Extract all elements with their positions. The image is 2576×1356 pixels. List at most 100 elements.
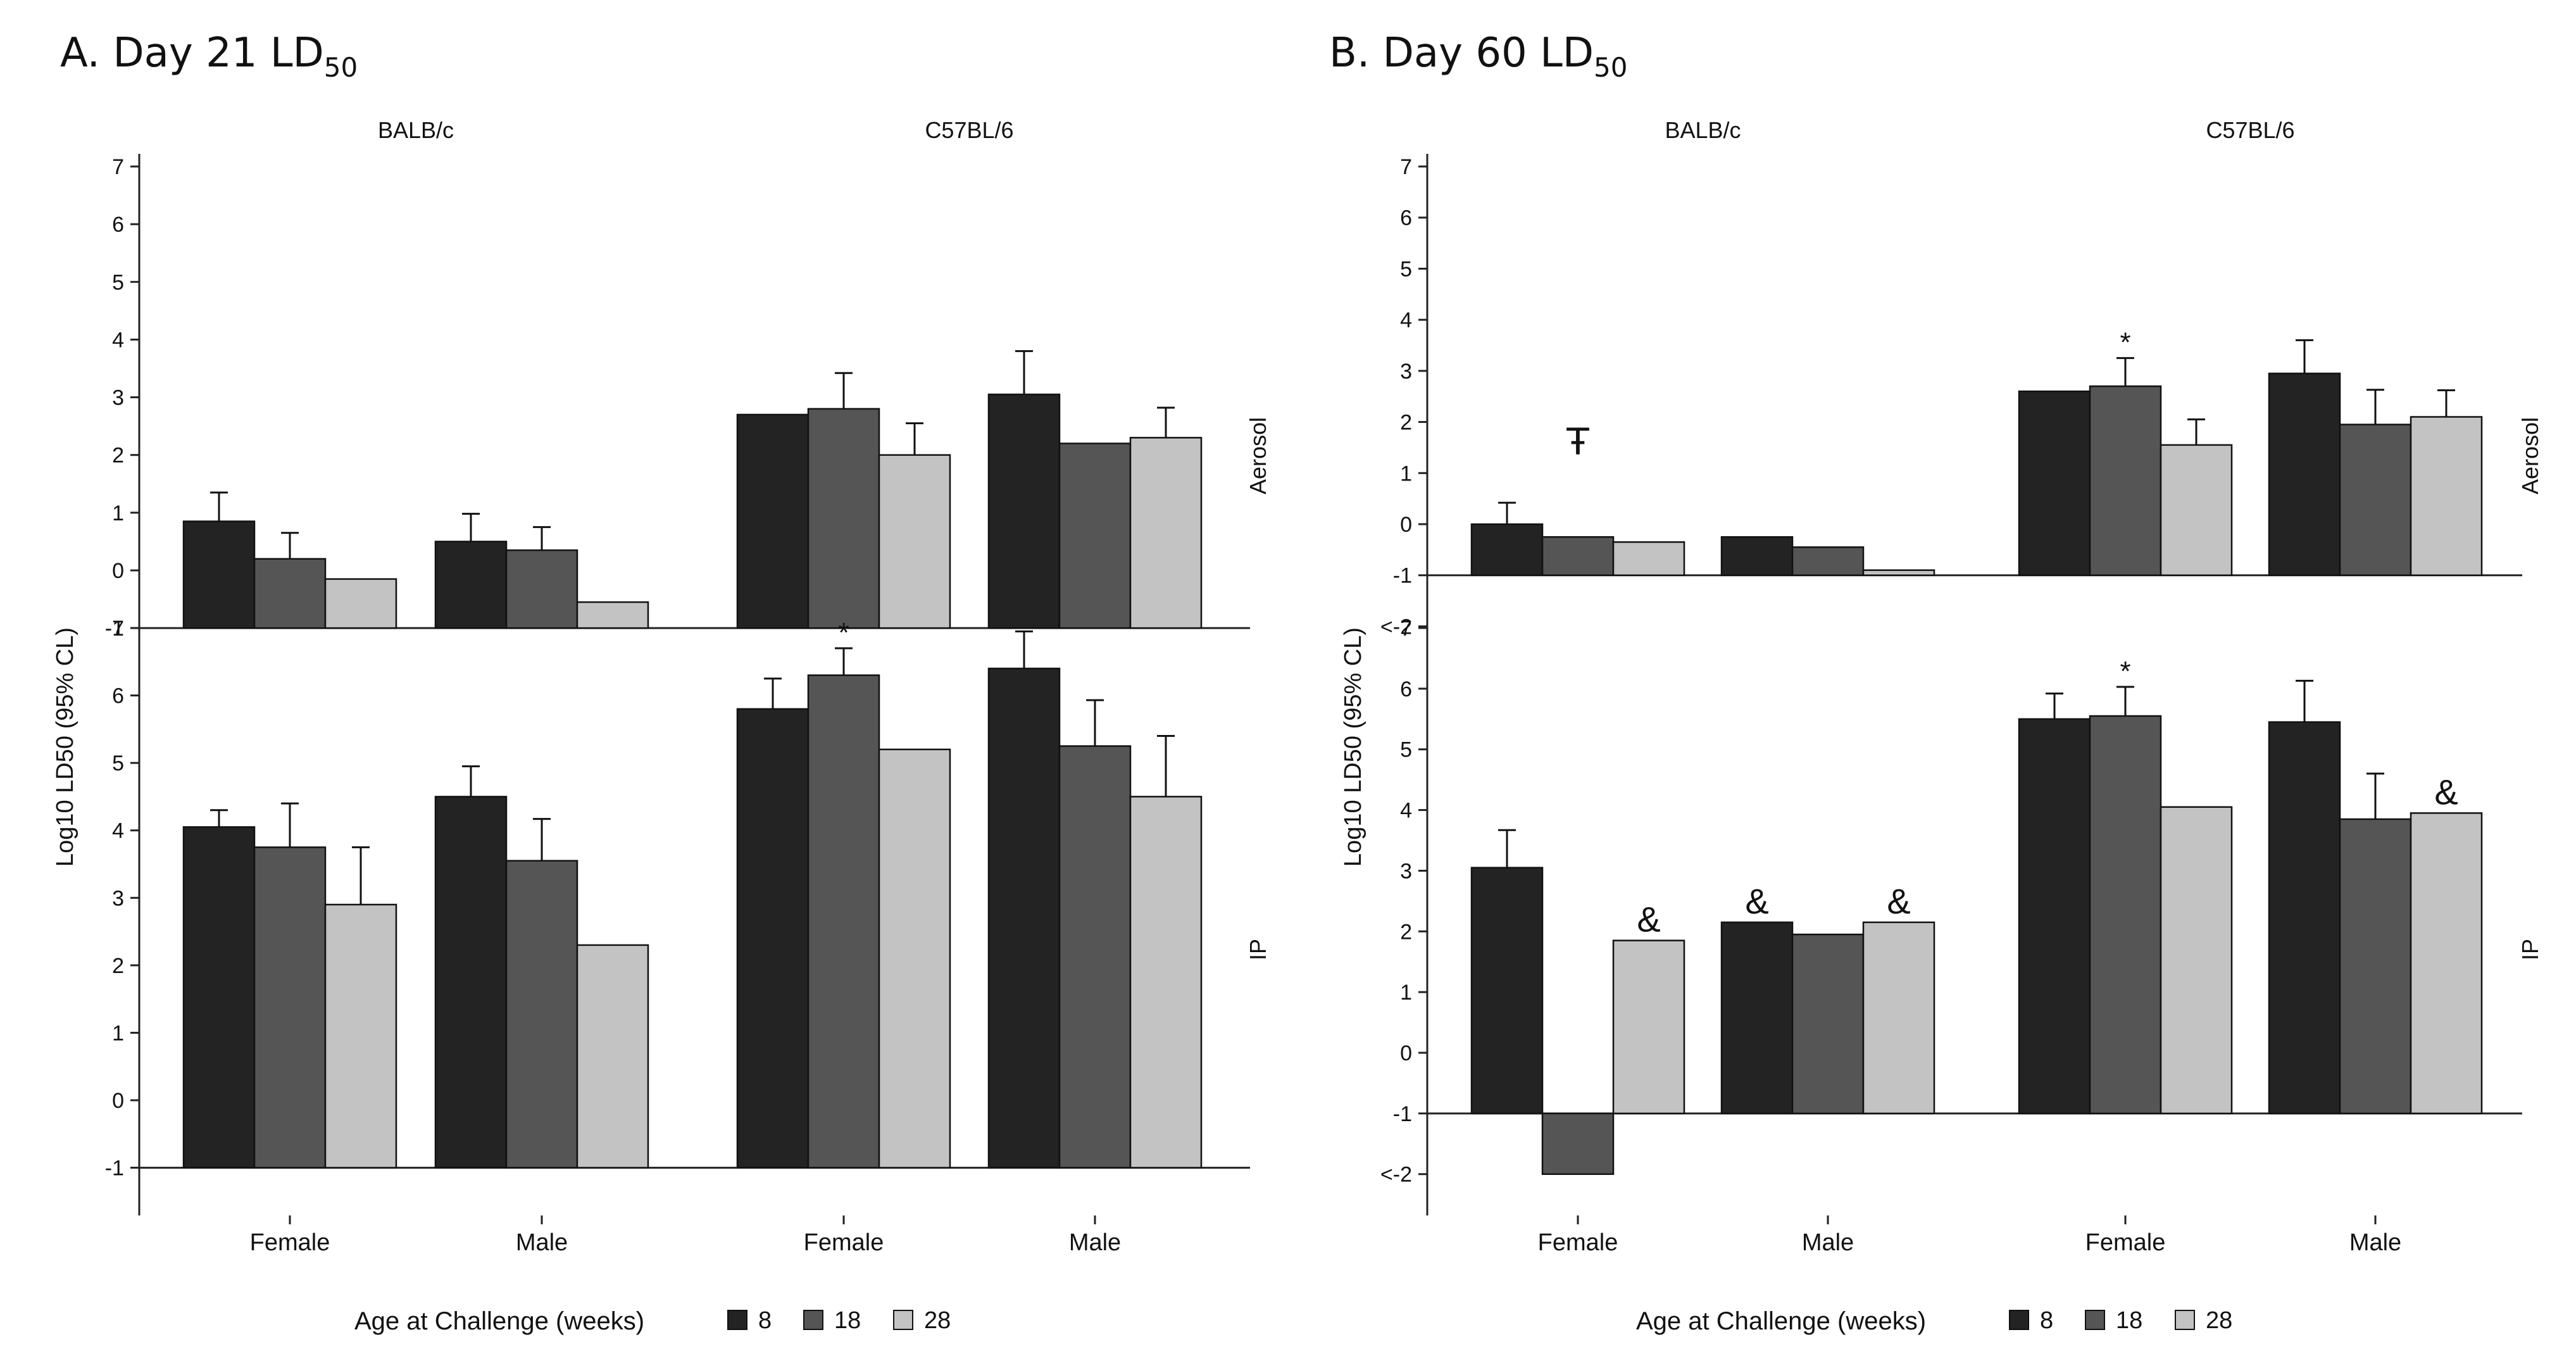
panel-b-y-axis-label: Log10 LD50 (95% CL) — [1340, 627, 1366, 867]
panel-a-legend-title: Age at Challenge (weeks) — [354, 1307, 644, 1335]
panel-a-legend-label: 28 — [924, 1307, 951, 1334]
panel-b-legend-swatch — [2009, 1310, 2029, 1330]
panel-b-strain-label: BALB/c — [1665, 117, 1741, 143]
panel-b-aerosol-bar-c57bl6-male-28wk — [2410, 416, 2483, 576]
panel-b-aerosol-tick-label: 1 — [1400, 461, 1412, 486]
panel-a-ip-tick-label: 4 — [112, 819, 124, 843]
panel-a-x-tick-label: Female — [250, 1229, 330, 1256]
panel-a-x-tick-label: Female — [804, 1229, 884, 1256]
panel-a-aerosol-bar-c57bl6-female-8wk — [736, 413, 810, 629]
panel-a-ip-bar-c57bl6-male-28wk — [1129, 796, 1203, 1169]
panel-a-ip-tick-label: -1 — [105, 1157, 124, 1181]
panel-a-ip-bar-c57bl6-female-28wk — [878, 748, 951, 1169]
panel-a-aerosol-route-label: Aerosol — [1245, 417, 1271, 494]
panel-b-x-tick-label: Male — [1802, 1229, 1854, 1256]
panel-b-aerosol-tick-label: 4 — [1400, 308, 1412, 332]
panel-b-aerosol-tick-label: 7 — [1400, 155, 1412, 179]
panel-b-title: B. Day 60 LD50 — [1329, 30, 1627, 83]
panel-b-ip-bar-balbc-female-28wk — [1612, 939, 1685, 1115]
panel-a-aerosol-tick-label: 0 — [112, 559, 124, 583]
panel-a-aerosol-tick-label: 6 — [112, 213, 124, 237]
panel-b-aerosol-tick-label: 5 — [1400, 257, 1412, 281]
panel-b-aerosol-route-label: Aerosol — [2517, 417, 2543, 494]
panel-a-ip-bar-balbc-male-28wk — [576, 944, 649, 1169]
panel-a-aerosol-bar-c57bl6-female-28wk — [878, 454, 951, 629]
panel-b-ip-bar-c57bl6-male-18wk — [2339, 818, 2412, 1115]
panel-a-ip-annotation: * — [838, 617, 849, 648]
panel-b-aerosol-bar-c57bl6-female-18wk — [2089, 385, 2162, 576]
panel-b-aerosol-annotation: * — [2120, 327, 2130, 358]
panel-a-ip-route-label: IP — [1245, 939, 1271, 960]
panel-a-ip-bar-balbc-male-8wk — [434, 796, 508, 1169]
panel-b-aerosol-bar-c57bl6-female-28wk — [2160, 444, 2233, 576]
panel-a-ip-tick-label: 1 — [112, 1021, 124, 1045]
panel-a-aerosol-tick-label: 1 — [112, 501, 124, 525]
panel-a-ip-tick-label: 2 — [112, 954, 124, 978]
panel-b-aerosol-tick-label: 0 — [1400, 513, 1412, 537]
panel-b-legend-swatch — [2085, 1310, 2105, 1330]
panel-a-strain-label: C57BL/6 — [925, 117, 1013, 143]
panel-b-aerosol-tick-label: <-2 — [1380, 615, 1412, 639]
panel-b-legend-label: 28 — [2206, 1307, 2232, 1334]
panel-b-legend-label: 8 — [2040, 1307, 2053, 1334]
panel-b-aerosol-tick-label: 2 — [1400, 411, 1412, 435]
panel-b-ip-bar-balbc-male-18wk — [1791, 933, 1865, 1115]
panel-a-legend-label: 8 — [758, 1307, 772, 1334]
panel-b-ip-bar-balbc-male-8wk — [1720, 921, 1794, 1115]
panel-b-strain-label: C57BL/6 — [2206, 117, 2294, 143]
panel-b-ip-tick-label: 1 — [1400, 981, 1412, 1005]
panel-b-aerosol-annotation: Ŧ — [1566, 420, 1589, 463]
panel-a-ip-tick-label: 7 — [112, 617, 124, 641]
panel-b-x-tick-label: Female — [1538, 1229, 1618, 1256]
panel-b-ip-annotation: & — [1887, 881, 1910, 921]
panel-a-ip-bar-balbc-female-8wk — [182, 826, 256, 1169]
panel-b-ip-bar-c57bl6-female-18wk — [2089, 715, 2162, 1115]
panel-a-aerosol-tick-label: 3 — [112, 386, 124, 410]
panel-b-ip-tick-label: 6 — [1400, 677, 1412, 701]
panel-a-aerosol-tick-label: -1 — [105, 617, 124, 641]
panel-b-x-tick-label: Male — [2349, 1229, 2401, 1256]
panel-a-aerosol-bar-balbc-male-18wk — [505, 549, 578, 629]
panel-b-ip-bar-balbc-male-28wk — [1862, 921, 1935, 1115]
panel-a-aerosol-tick-label: 5 — [112, 270, 124, 294]
panel-b-aerosol-bar-balbc-female-8wk — [1470, 523, 1544, 576]
panel-b-ip-bar-c57bl6-female-28wk — [2160, 806, 2233, 1115]
panel-a-ip-bar-balbc-male-18wk — [505, 860, 578, 1169]
panel-b-ip-annotation: * — [2120, 656, 2130, 687]
panel-a-aerosol-bar-balbc-male-28wk — [576, 601, 649, 629]
panel-b-ip-tick-label: 3 — [1400, 859, 1412, 883]
panel-a-ip-bar-c57bl6-female-8wk — [736, 708, 810, 1169]
panel-b-ip-tick-label: <-2 — [1380, 1163, 1412, 1187]
panel-b-ip-annotation: & — [2434, 772, 2458, 812]
panel-b-aerosol-bar-balbc-male-28wk — [1862, 569, 1935, 576]
panel-a-aerosol-bar-balbc-female-28wk — [324, 578, 397, 629]
panel-a-legend-swatch — [803, 1310, 823, 1330]
panel-a-aerosol-bar-c57bl6-male-28wk — [1129, 437, 1203, 629]
panel-b-ip-bar-c57bl6-male-8wk — [2268, 721, 2341, 1115]
panel-b-legend-label: 18 — [2116, 1307, 2142, 1334]
panel-a-ip-bar-balbc-female-18wk — [253, 846, 327, 1169]
panel-b-ip-bar-balbc-female-18wk — [1541, 1112, 1615, 1175]
panel-b-aerosol-tick-label: 3 — [1400, 360, 1412, 384]
panel-b-ip-tick-label: -1 — [1393, 1102, 1412, 1126]
panel-b-aerosol-bar-c57bl6-female-8wk — [2018, 390, 2091, 576]
panel-b-ip-annotation: & — [1637, 900, 1660, 939]
panel-b-ip-bar-balbc-female-8wk — [1470, 867, 1544, 1115]
panel-a-aerosol-tick-label: 4 — [112, 328, 124, 352]
panel-a-aerosol-bar-c57bl6-male-8wk — [987, 393, 1061, 629]
panel-b-aerosol-bar-balbc-male-18wk — [1791, 546, 1865, 576]
panel-a-aerosol-bar-c57bl6-male-18wk — [1058, 443, 1132, 629]
panel-b-ip-tick-label: 5 — [1400, 738, 1412, 762]
panel-a-strain-label: BALB/c — [378, 117, 454, 143]
panel-b-aerosol-bar-c57bl6-male-8wk — [2268, 372, 2341, 576]
panel-a-aerosol-bar-balbc-female-8wk — [182, 520, 256, 629]
panel-b-ip-tick-label: 2 — [1400, 920, 1412, 944]
panel-b-ip-tick-label: 7 — [1400, 617, 1412, 641]
panel-b-ip-route-label: IP — [2517, 939, 2543, 960]
panel-a-ip-bar-balbc-female-28wk — [324, 903, 397, 1169]
panel-a-aerosol-tick-label: 7 — [112, 155, 124, 179]
panel-b-aerosol-bar-balbc-female-18wk — [1541, 536, 1615, 576]
panel-a-y-axis-label: Log10 LD50 (95% CL) — [52, 627, 78, 867]
panel-a-title: A. Day 21 LD50 — [60, 30, 358, 83]
